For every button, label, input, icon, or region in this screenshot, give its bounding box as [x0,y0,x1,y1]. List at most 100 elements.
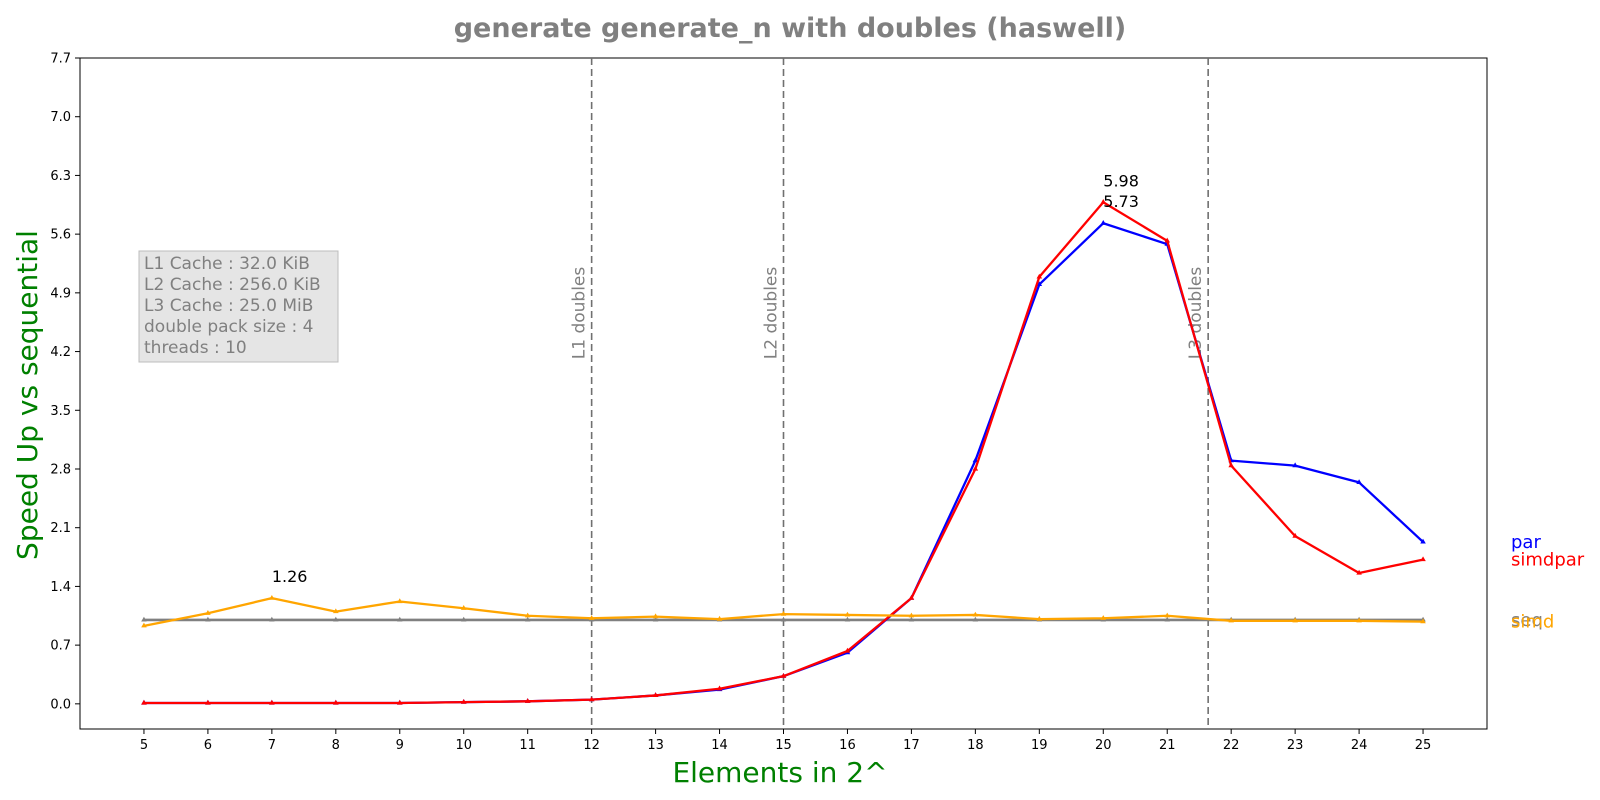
x-tick-label: 6 [204,738,212,753]
y-tick-label: 4.2 [50,345,71,360]
data-point-seq [908,616,915,622]
info-box [138,250,339,363]
data-point-seq [780,616,787,622]
x-tick-label: 15 [775,738,792,753]
data-point-simd [1292,617,1298,623]
data-point-seq [1164,616,1170,622]
y-tick-label: 2.1 [50,521,71,536]
data-point-simd [524,612,531,618]
data-point-simdpar [716,685,723,691]
x-tick-label: 13 [647,738,664,753]
data-point-par [1292,462,1298,468]
info-box-line: threads : 10 [144,338,247,358]
data-point-simd [588,615,595,620]
data-point-simdpar [1420,556,1426,562]
x-tick-label: 7 [268,738,276,753]
data-point-simdpar [1100,199,1107,204]
x-tick-label: 19 [1031,738,1048,753]
data-point-simdpar [460,698,467,704]
data-point-simd [972,611,979,617]
data-point-simd [1228,617,1234,623]
x-tick-label: 20 [1095,738,1112,753]
x-tick-label: 23 [1287,738,1304,753]
legend-label-simdpar: simdpar [1511,550,1585,571]
data-point-simdpar [1036,273,1043,279]
x-tick-label: 17 [903,738,920,753]
x-tick-label: 21 [1159,738,1176,753]
cache-line-label: L1 doubles [570,267,590,360]
y-axis-title: Speed Up vs sequential [11,230,44,560]
info-box-line: L1 Cache : 32.0 KiB [144,254,310,274]
x-tick-label: 18 [967,738,984,753]
data-label: 5.98 [1103,171,1139,190]
info-box-line: double pack size : 4 [144,317,313,337]
legend-label-seq: seq [1511,610,1543,631]
data-label: 1.26 [272,567,308,586]
data-point-simd [1164,612,1170,618]
data-point-simd [205,610,211,615]
data-point-simdpar [1356,569,1362,575]
data-point-simd [1036,615,1043,621]
x-tick-label: 10 [455,738,472,753]
y-tick-label: 0.7 [50,639,71,654]
data-point-simd [1356,617,1362,623]
legend-label-par: par [1511,532,1541,553]
data-point-simd [141,622,147,628]
y-tick-label: 7.0 [50,110,71,125]
x-tick-label: 5 [140,738,148,753]
data-point-seq [333,616,339,622]
data-point-simd [844,611,851,617]
data-point-simdpar [652,692,659,698]
data-point-simdpar [141,699,147,705]
data-point-simdpar [397,699,403,705]
legend-label-simd: simd [1511,612,1554,633]
y-tick-label: 2.8 [50,462,71,477]
data-point-simdpar [269,699,275,705]
x-tick-label: 9 [396,738,404,753]
y-tick-label: 1.4 [50,580,71,595]
data-point-simd [716,615,723,621]
data-point-seq [141,616,147,622]
data-point-seq [460,616,467,622]
data-point-simd [333,608,339,614]
data-point-par [1356,479,1362,485]
x-axis-title: Elements in 2^ [672,756,887,789]
y-tick-label: 7.7 [50,52,71,67]
data-point-simdpar [333,699,339,705]
data-point-simd [397,598,403,604]
data-point-seq [844,616,851,622]
x-tick-label: 14 [711,738,728,753]
data-point-simd [460,605,467,610]
y-tick-label: 6.3 [50,169,71,184]
data-point-simdpar [972,465,979,471]
cache-line-label: L2 doubles [762,267,782,360]
data-point-simd [908,612,915,618]
data-point-simdpar [1164,237,1170,243]
y-tick-label: 3.5 [50,404,71,419]
y-tick-label: 0.0 [50,697,71,712]
x-tick-label: 11 [519,738,536,753]
data-point-simdpar [780,672,787,678]
data-point-seq [397,616,403,622]
data-point-simdpar [1228,462,1234,468]
data-point-simdpar [908,594,915,600]
data-point-simd [269,594,275,600]
x-tick-label: 12 [583,738,600,753]
data-point-simd [780,610,787,616]
info-box-line: L3 Cache : 25.0 MiB [144,296,313,316]
data-point-par [1420,538,1426,544]
data-label: 5.73 [1103,192,1139,211]
x-tick-label: 25 [1415,738,1432,753]
data-point-simd [1100,615,1107,620]
data-point-par [1100,220,1107,225]
data-point-simdpar [1292,532,1298,538]
data-point-par [1036,281,1043,287]
data-point-seq [524,616,531,622]
data-point-simd [1420,618,1426,624]
data-point-seq [652,616,659,622]
x-tick-label: 8 [332,738,340,753]
y-tick-label: 5.6 [50,228,71,243]
cache-line-label: L3 doubles [1186,267,1206,360]
data-point-simdpar [844,647,851,653]
chart-title: generate generate_n with doubles (haswel… [454,13,1127,44]
